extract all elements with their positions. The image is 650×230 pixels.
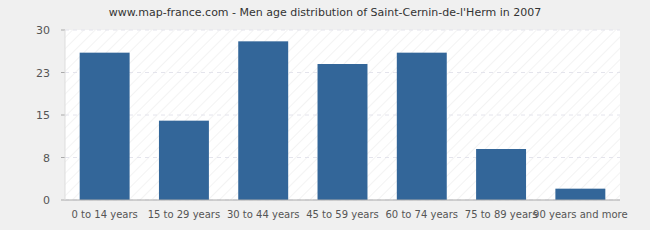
x-axis (65, 200, 620, 201)
x-tick-label: 0 to 14 years (72, 209, 138, 220)
y-tick (61, 157, 65, 158)
grid-line (65, 200, 620, 201)
bar (555, 189, 605, 200)
title: www.map-france.com - Men age distributio… (109, 6, 541, 19)
y-tick (61, 30, 65, 31)
y-tick-label: 23 (36, 67, 50, 80)
bars (80, 41, 606, 200)
y-tick-label: 30 (36, 24, 50, 37)
y-tick (61, 200, 65, 201)
x-tick-label: 90 years and more (533, 209, 628, 220)
x-tick-label: 75 to 89 years (465, 209, 538, 220)
bar (397, 53, 447, 200)
y-axis (65, 30, 66, 200)
bar (80, 53, 130, 200)
chart-svg: www.map-france.com - Men age distributio… (0, 0, 650, 230)
y-tick-label: 15 (36, 109, 50, 122)
x-tick-label: 15 to 29 years (148, 209, 221, 220)
bar (159, 121, 209, 200)
y-tick (61, 115, 65, 116)
bar (318, 64, 368, 200)
x-tick-label: 60 to 74 years (386, 209, 459, 220)
x-tick-label: 30 to 44 years (227, 209, 300, 220)
grid-line (65, 30, 620, 31)
bar (238, 41, 288, 200)
plot-area (65, 30, 620, 200)
chart-container: www.map-france.com - Men age distributio… (0, 0, 650, 230)
y-tick-label: 0 (43, 194, 50, 207)
bar (476, 149, 526, 200)
y-tick-label: 8 (43, 152, 50, 165)
x-tick-label: 45 to 59 years (306, 209, 379, 220)
y-tick (61, 72, 65, 73)
background (0, 0, 650, 230)
